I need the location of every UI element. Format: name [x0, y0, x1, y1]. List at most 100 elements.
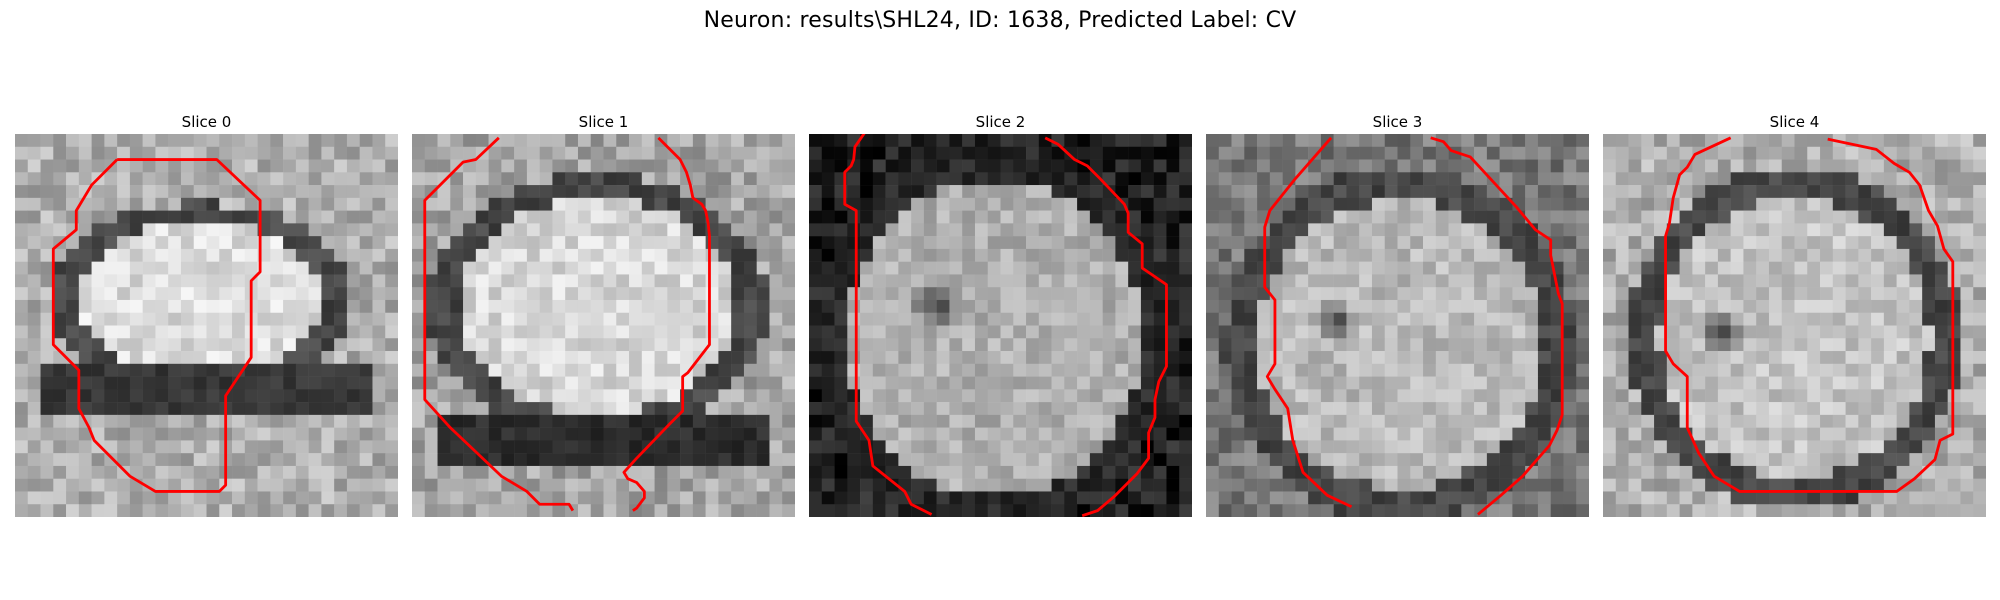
pixel: [142, 504, 156, 517]
pixel: [1615, 197, 1629, 211]
pixel: [1973, 172, 1986, 186]
pixel: [1512, 185, 1526, 199]
pixel: [53, 210, 67, 224]
pixel: [1871, 453, 1885, 467]
pixel: [78, 274, 92, 288]
pixel: [1089, 261, 1103, 275]
pixel: [860, 325, 874, 339]
pixel: [936, 427, 950, 441]
pixel: [577, 299, 591, 313]
pixel: [412, 287, 426, 301]
slice-caption: Slice 0: [181, 113, 232, 131]
pixel: [1257, 389, 1271, 403]
pixel: [1282, 338, 1296, 352]
pixel: [270, 414, 284, 428]
pixel: [1013, 338, 1027, 352]
pixel: [1320, 261, 1334, 275]
pixel: [1179, 414, 1192, 428]
pixel: [1218, 440, 1232, 454]
pixel: [1960, 236, 1974, 250]
pixel: [577, 146, 591, 160]
pixel: [180, 491, 194, 505]
pixel: [1922, 504, 1936, 517]
pixel: [437, 389, 451, 403]
pixel: [463, 236, 477, 250]
pixel: [756, 172, 770, 186]
pixel: [1743, 261, 1757, 275]
pixel: [1525, 389, 1539, 403]
pixel: [962, 376, 976, 390]
pixel: [424, 159, 438, 173]
pixel: [372, 491, 386, 505]
pixel: [117, 351, 131, 365]
pixel: [1537, 427, 1551, 441]
pixel: [809, 146, 823, 160]
pixel: [692, 248, 706, 262]
pixel: [1743, 185, 1757, 199]
pixel: [334, 453, 348, 467]
pixel: [860, 389, 874, 403]
pixel: [1461, 236, 1475, 250]
pixel: [168, 146, 182, 160]
pixel: [1282, 261, 1296, 275]
pixel: [680, 465, 694, 479]
pixel: [1128, 453, 1142, 467]
pixel: [987, 274, 1001, 288]
pixel: [193, 159, 207, 173]
pixel: [782, 389, 795, 403]
pixel: [1089, 491, 1103, 505]
pixel: [1038, 414, 1052, 428]
pixel: [1934, 274, 1948, 288]
pixel: [206, 172, 220, 186]
pixel: [1832, 478, 1846, 492]
pixel: [1896, 287, 1910, 301]
pixel: [155, 248, 169, 262]
pixel: [860, 261, 874, 275]
pixel: [1140, 376, 1154, 390]
pixel: [1922, 236, 1936, 250]
pixel: [1794, 351, 1808, 365]
pixel: [334, 351, 348, 365]
pixel: [603, 172, 617, 186]
pixel: [526, 134, 540, 148]
slice-image-4: [1603, 134, 1986, 517]
pixel: [501, 159, 515, 173]
pixel: [1550, 465, 1564, 479]
pixel: [1654, 325, 1668, 339]
pixel: [1641, 478, 1655, 492]
pixel: [66, 248, 80, 262]
pixel: [1845, 287, 1859, 301]
pixel: [577, 491, 591, 505]
pixel: [911, 453, 925, 467]
pixel: [1435, 261, 1449, 275]
pixel: [1231, 274, 1245, 288]
pixel: [104, 210, 118, 224]
pixel: [1257, 134, 1271, 148]
pixel: [53, 261, 67, 275]
pixel: [885, 465, 899, 479]
pixel: [1922, 478, 1936, 492]
pixel: [898, 389, 912, 403]
pixel: [1858, 248, 1872, 262]
pixel: [1371, 159, 1385, 173]
pixel: [1179, 402, 1192, 416]
pixel: [1384, 389, 1398, 403]
pixel: [565, 427, 579, 441]
pixel: [1973, 185, 1986, 199]
pixel: [193, 185, 207, 199]
pixel: [1077, 299, 1091, 313]
pixel: [769, 414, 783, 428]
pixel: [40, 210, 54, 224]
pixel: [1166, 172, 1180, 186]
pixel: [1576, 504, 1589, 517]
pixel: [743, 172, 757, 186]
pixel: [232, 299, 246, 313]
pixel: [974, 312, 988, 326]
pixel: [898, 376, 912, 390]
pixel: [949, 376, 963, 390]
pixel: [1768, 197, 1782, 211]
pixel: [346, 261, 360, 275]
pixel: [501, 504, 515, 517]
pixel: [1641, 287, 1655, 301]
pixel: [463, 261, 477, 275]
